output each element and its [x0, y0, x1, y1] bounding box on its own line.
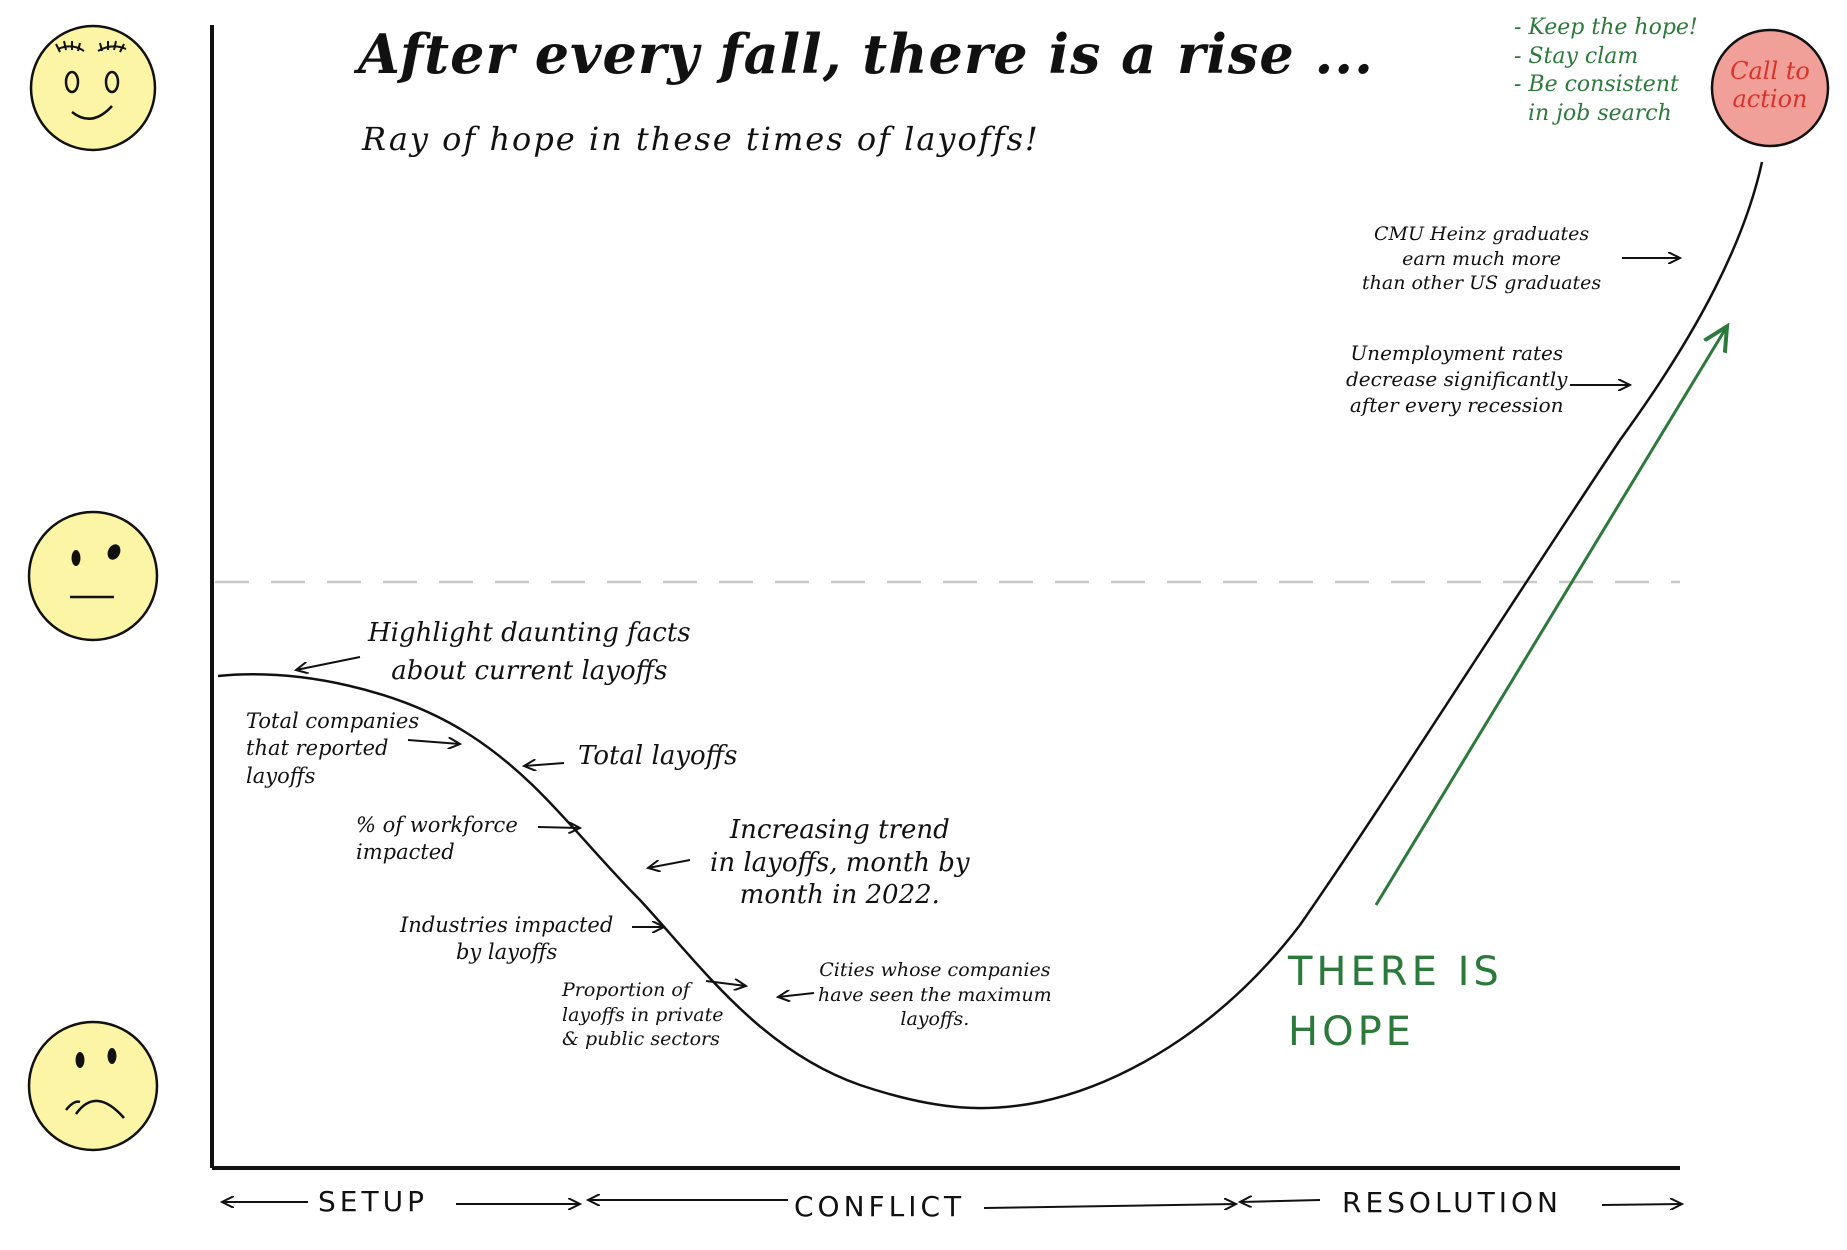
phase-setup: SETUP: [318, 1185, 428, 1218]
call-to-action-label: Call to action: [1730, 57, 1810, 113]
arrow-highlight: [296, 656, 361, 670]
annotation-proportion: Proportion of layoffs in private & publi…: [562, 979, 724, 1051]
happy-face-icon: [29, 24, 157, 152]
arrow-total-companies: [407, 740, 460, 744]
annotation-unemployment: Unemployment rates decrease significantl…: [1346, 341, 1568, 417]
annotation-industries: Industries impacted by layoffs: [400, 913, 614, 965]
arrow-total-layoffs: [524, 763, 565, 766]
annotation-highlight: Highlight daunting facts about current l…: [368, 618, 691, 686]
arrow-trend: [648, 859, 691, 868]
annotation-workforce: % of workforce impacted: [356, 813, 518, 865]
arrow-cities: [778, 993, 815, 997]
page-title: After every fall, there is a rise ...: [358, 22, 1374, 86]
sad-face-icon: [27, 1020, 159, 1152]
annotation-cmu: CMU Heinz graduates earn much more than …: [1362, 223, 1602, 295]
subtitle: Ray of hope in these times of layoffs!: [362, 120, 1040, 158]
annotation-trend: Increasing trend in layoffs, month by mo…: [710, 815, 970, 910]
conflict-arrow-right: [983, 1204, 1236, 1208]
story-curve: [217, 161, 1764, 1110]
call-to-action-list: - Keep the hope! - Stay clam - Be consis…: [1514, 15, 1698, 126]
annotation-cities: Cities whose companies have seen the max…: [818, 959, 1052, 1031]
neutral-face-icon: [27, 510, 159, 642]
hope-text: THERE IS HOPE: [1288, 949, 1503, 1055]
resolution-arrow-left: [1240, 1200, 1321, 1202]
phase-resolution: RESOLUTION: [1342, 1186, 1563, 1219]
arrow-proportion: [705, 981, 746, 986]
phase-conflict: CONFLICT: [794, 1190, 966, 1223]
call-to-action-circle: [1710, 28, 1830, 148]
hope-arrow: [1374, 328, 1726, 906]
annotation-total-layoffs: Total layoffs: [578, 741, 738, 771]
annotation-total-companies: Total companies that reported layoffs: [246, 709, 420, 788]
resolution-arrow-right: [1601, 1204, 1682, 1205]
arrow-workforce: [537, 827, 580, 828]
